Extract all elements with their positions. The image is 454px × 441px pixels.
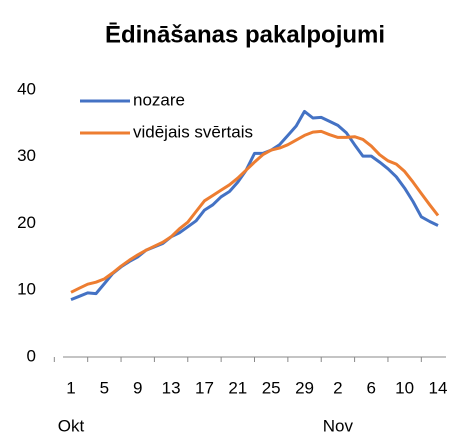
x-tick-label: 2 (333, 378, 342, 397)
legend-label: nozare (133, 90, 185, 109)
x-tick-label: 25 (262, 378, 281, 397)
x-tick-label: 29 (295, 378, 314, 397)
x-tick-label: 17 (195, 378, 214, 397)
x-tick-label: 9 (133, 378, 142, 397)
x-tick-label: 21 (228, 378, 247, 397)
x-tick-label: 1 (66, 378, 75, 397)
y-tick-label: 30 (17, 146, 36, 165)
y-tick-label: 0 (27, 346, 36, 365)
y-tick-label: 20 (17, 213, 36, 232)
chart-title: Ēdināšanas pakalpojumi (105, 21, 385, 48)
y-tick-label: 40 (17, 79, 36, 98)
legend-label: vidējais svērtais (133, 122, 253, 141)
x-group-label: Nov (323, 416, 354, 435)
y-tick-label: 10 (17, 280, 36, 299)
x-tick-label: 6 (367, 378, 376, 397)
x-tick-label: 10 (395, 378, 414, 397)
x-tick-label: 13 (162, 378, 181, 397)
series-line (70, 109, 439, 301)
x-tick-label: 5 (100, 378, 109, 397)
x-group-label: Okt (58, 416, 85, 435)
series-line (70, 129, 440, 294)
x-tick-label: 14 (429, 378, 448, 397)
